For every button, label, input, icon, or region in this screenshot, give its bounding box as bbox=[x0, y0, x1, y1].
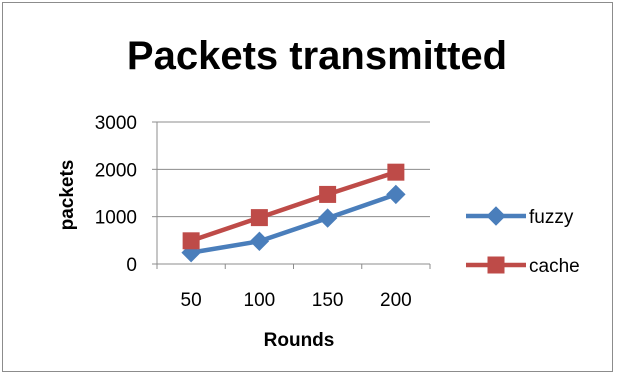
data-point-cache bbox=[250, 209, 268, 227]
x-tick-label: 50 bbox=[181, 290, 202, 311]
data-point-fuzzy bbox=[317, 208, 338, 228]
legend-marker-fuzzy bbox=[486, 206, 506, 226]
chart-frame bbox=[2, 2, 613, 372]
grid-lines bbox=[157, 121, 430, 218]
x-tick-label: 100 bbox=[244, 290, 276, 311]
series-line-fuzzy bbox=[190, 192, 397, 255]
x-tick-label: 200 bbox=[380, 290, 412, 311]
y-axis-title: packets bbox=[57, 160, 78, 231]
x-tick-label: 150 bbox=[312, 290, 344, 311]
axes bbox=[152, 121, 431, 269]
y-tick-labels: 0 1000 2000 3000 bbox=[95, 113, 137, 276]
y-tick-label: 0 bbox=[126, 255, 137, 276]
legend-label-fuzzy: fuzzy bbox=[529, 207, 574, 228]
x-axis-title: Rounds bbox=[264, 330, 335, 351]
data-point-fuzzy bbox=[249, 231, 270, 251]
series-line-cache bbox=[190, 170, 397, 243]
legend-marker-cache bbox=[487, 256, 505, 274]
x-tick-labels: 50 100 150 200 bbox=[181, 290, 412, 311]
data-point-fuzzy bbox=[386, 184, 406, 205]
series-group bbox=[181, 163, 406, 263]
data-point-cache bbox=[387, 163, 405, 181]
legend-label-cache: cache bbox=[529, 256, 580, 277]
data-point-cache bbox=[319, 185, 337, 203]
data-point-cache bbox=[182, 232, 200, 250]
y-tick-label: 2000 bbox=[95, 160, 137, 181]
y-tick-label: 1000 bbox=[95, 208, 137, 229]
y-tick-label: 3000 bbox=[95, 113, 137, 134]
legend: fuzzy cache bbox=[466, 206, 580, 277]
chart-title: Packets transmitted bbox=[126, 34, 508, 78]
